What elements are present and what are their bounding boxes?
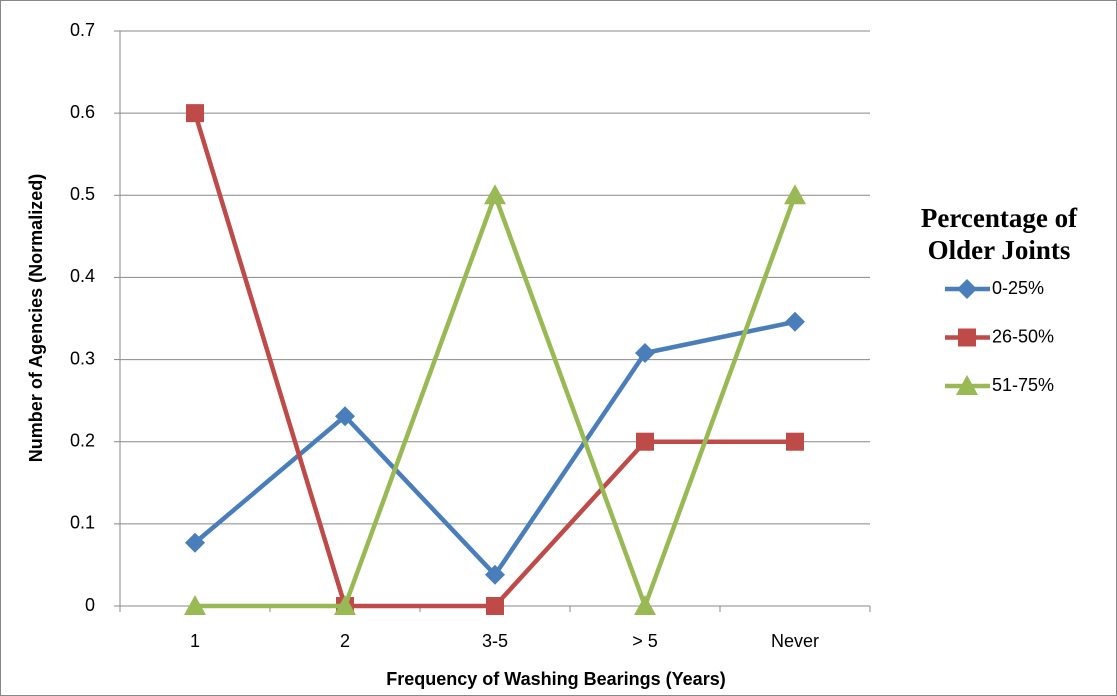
x-tick-label: 2 [340, 631, 350, 651]
x-axis-title: Frequency of Washing Bearings (Years) [386, 669, 725, 689]
marker [784, 184, 806, 205]
y-tick-label: 0.5 [70, 184, 95, 204]
y-axis-title: Number of Agencies (Normalized) [26, 174, 46, 462]
legend-label: 51-75% [992, 375, 1054, 395]
x-tick-label: 1 [190, 631, 200, 651]
marker [956, 375, 978, 395]
x-tick-label: 3-5 [482, 631, 508, 651]
marker [184, 595, 206, 615]
legend-label: 26-50% [992, 326, 1054, 346]
marker [634, 595, 656, 615]
legend-label: 0-25% [992, 278, 1044, 298]
y-tick-label: 0 [85, 595, 95, 615]
marker [785, 311, 805, 332]
marker [635, 343, 655, 363]
x-tick-label: Never [771, 631, 819, 651]
marker [786, 432, 804, 451]
y-tick-label: 0.6 [70, 102, 95, 122]
marker [185, 532, 205, 553]
legend-title: Percentage of Older Joints [920, 203, 1078, 265]
marker [484, 184, 506, 205]
y-tick-label: 0.2 [70, 430, 95, 450]
x-tick-label: > 5 [632, 631, 658, 651]
y-tick-label: 0.3 [70, 348, 95, 368]
marker [334, 595, 356, 615]
marker [958, 328, 976, 347]
marker [335, 406, 355, 427]
marker [957, 279, 977, 299]
marker [486, 597, 504, 615]
y-tick-label: 0.7 [70, 20, 95, 40]
y-tick-label: 0.4 [70, 266, 95, 286]
marker [636, 432, 654, 451]
marker [186, 104, 204, 123]
marker [485, 564, 505, 585]
y-tick-label: 0.1 [70, 513, 95, 533]
